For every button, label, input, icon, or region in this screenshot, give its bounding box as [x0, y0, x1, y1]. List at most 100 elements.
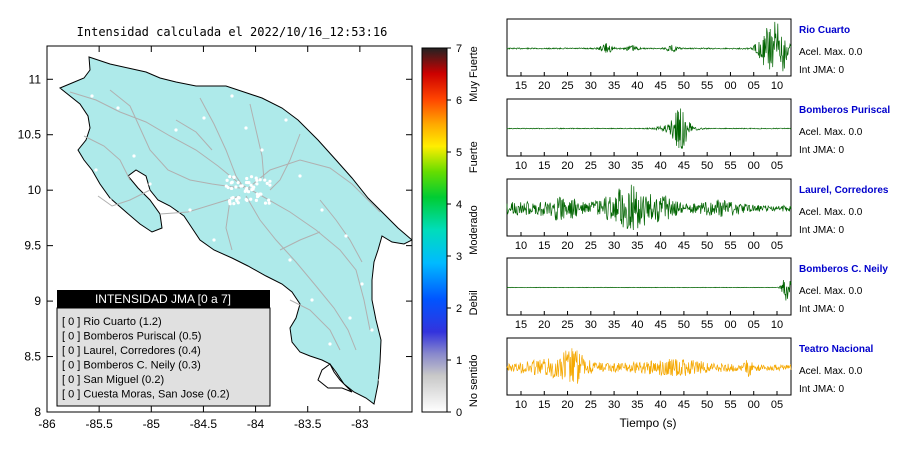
- waveform-tick-label: 55: [724, 160, 736, 172]
- station-dot: [263, 201, 268, 205]
- waveform-tick-label: 20: [561, 240, 573, 252]
- legend-entry: [ 0 ] San Miguel (0.2): [62, 374, 164, 386]
- station-name: Bomberos Puriscal: [799, 105, 890, 116]
- station-dot: [370, 328, 374, 332]
- waveform-tick-label: 15: [515, 80, 527, 92]
- station-dot: [132, 154, 136, 158]
- station-dot: [232, 175, 236, 179]
- colorbar-category-label: Muy Fuerte: [468, 46, 480, 102]
- map-y-axis: 11 10.5 10 9.5 9 8.5 8: [18, 72, 412, 419]
- waveform-tick-label: 30: [608, 160, 620, 172]
- station-dot: [251, 187, 255, 191]
- station-name: Rio Cuarto: [799, 25, 850, 36]
- colorbar-tick-label: 4: [456, 199, 462, 211]
- station-dot: [260, 148, 264, 152]
- waveform-tick-label: 00: [748, 240, 760, 252]
- waveform-tick-label: 00: [748, 160, 760, 172]
- waveform-tick-label: 10: [515, 160, 527, 172]
- station-dot: [188, 208, 192, 212]
- map-content: [59, 56, 412, 405]
- waveform-panel: 10 15 20 25 30 35 40 45 50 55 00 05 Bomberos Purisca…: [506, 98, 890, 172]
- station-dot: [263, 178, 267, 182]
- waveform-trace: [506, 279, 792, 301]
- station-dot: [268, 183, 272, 187]
- waveform-tick-label: 00: [724, 80, 736, 92]
- legend-entry: [ 0 ] Laurel, Corredores (0.4): [62, 345, 201, 357]
- station-dot: [298, 174, 302, 178]
- waveform-tick-label: 00: [724, 319, 736, 331]
- waveform-tick-label: 40: [655, 240, 667, 252]
- accel-max: Acel. Max. 0.0: [799, 366, 863, 377]
- waveform-frame: [506, 18, 792, 77]
- station-dot: [236, 201, 240, 205]
- colorbar-category-label: Fuerte: [468, 141, 480, 173]
- waveform-tick-label: 20: [561, 399, 573, 411]
- station-dot: [378, 378, 382, 382]
- colorbar-ticks: 7 6 5 4 3 2 1 0: [447, 43, 462, 419]
- waveform-panels: 15 20 25 30 35 40 45 50 55 00 05 10 Rio Cuarto Acel. …: [506, 18, 890, 411]
- waveform-trace: [506, 21, 792, 72]
- station-dot: [225, 178, 229, 182]
- time-axis-label: Tiempo (s): [620, 416, 677, 430]
- waveform-tick-label: 55: [701, 319, 713, 331]
- int-jma: Int JMA: 0: [799, 304, 844, 315]
- map-y-tick-label: 10.5: [18, 128, 42, 142]
- station-dot: [228, 174, 232, 179]
- colorbar-tick-label: 5: [456, 147, 462, 159]
- osa-peninsula-bay: [317, 363, 353, 393]
- waveform-tick-label: 40: [631, 80, 643, 92]
- station-dot: [258, 178, 262, 182]
- station-name: Bomberos C. Neily: [799, 264, 888, 275]
- road-network: [69, 89, 381, 351]
- waveform-tick-label: 10: [771, 80, 783, 92]
- station-dot: [230, 180, 234, 184]
- station-dot: [174, 128, 178, 132]
- waveform-tick-label: 45: [678, 160, 690, 172]
- station-dots: [90, 94, 382, 382]
- map-y-tick-label: 11: [29, 72, 42, 86]
- waveform-tick-label: 35: [631, 160, 643, 172]
- waveform-panel: 15 20 25 30 35 40 45 50 55 00 05 10 Bomberos C. Neil…: [506, 257, 888, 331]
- int-jma: Int JMA: 0: [799, 384, 844, 395]
- station-dot: [268, 179, 272, 183]
- map-y-tick-label: 8: [34, 405, 41, 419]
- station-dot: [232, 201, 236, 206]
- waveform-tick-label: 20: [538, 319, 550, 331]
- station-dot: [249, 183, 253, 187]
- station-dot: [202, 116, 206, 120]
- map-y-tick-label: 9.5: [24, 239, 41, 253]
- legend-entry: [ 0 ] Cuesta Moras, San Jose (0.2): [62, 389, 230, 401]
- waveform-tick-label: 25: [561, 319, 573, 331]
- map-y-tick-label: 9: [34, 294, 41, 308]
- station-dot: [249, 197, 253, 201]
- station-dot: [344, 234, 348, 238]
- waveform-frame: [506, 257, 792, 316]
- station-dot: [90, 94, 94, 98]
- waveform-frame: [506, 98, 792, 157]
- colorbar-tick-label: 2: [456, 303, 462, 315]
- map-title: Intensidad calculada el 2022/10/16_12:53…: [77, 25, 388, 39]
- station-dot: [212, 238, 216, 242]
- waveform-tick-label: 55: [724, 399, 736, 411]
- waveform-tick-label: 50: [678, 80, 690, 92]
- waveform-tick-label: 30: [585, 319, 597, 331]
- station-dot: [348, 316, 352, 320]
- colorbar-category-label: Debil: [468, 290, 480, 315]
- station-dot: [246, 181, 250, 185]
- station-dot: [224, 184, 228, 188]
- waveform-tick-label: 35: [608, 80, 620, 92]
- station-dot: [244, 126, 248, 130]
- waveform-tick-label: 10: [515, 399, 527, 411]
- station-dot: [234, 197, 239, 201]
- map-x-tick-label: -83: [351, 417, 369, 431]
- map-x-axis: -86 -85.5 -85 -84.5 -84 -83.5 -83: [38, 46, 369, 431]
- station-name: Laurel, Corredores: [799, 185, 889, 196]
- waveform-tick-label: 40: [631, 319, 643, 331]
- station-dot: [360, 282, 364, 286]
- waveform-tick-label: 40: [655, 160, 667, 172]
- colorbar-category-label: No sentido: [468, 355, 480, 408]
- waveform-panel: 10 15 20 25 30 35 40 45 50 55 00 05 Teatro Nacional A…: [506, 337, 873, 411]
- station-name: Teatro Nacional: [799, 344, 873, 355]
- waveform-tick-label: 35: [631, 240, 643, 252]
- station-dot: [249, 175, 254, 179]
